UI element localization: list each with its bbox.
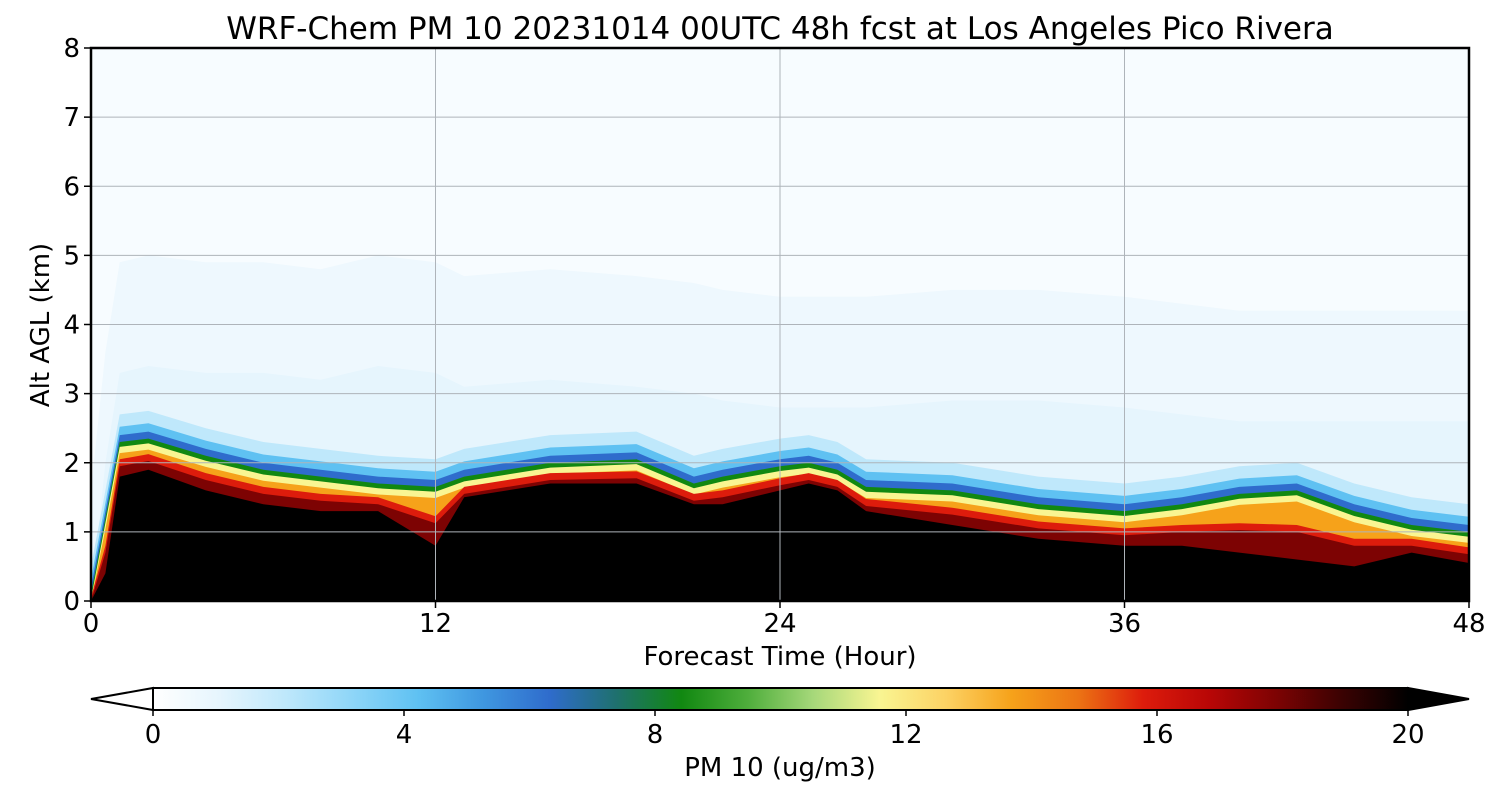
colorbar-tick-label: 0 — [145, 720, 162, 750]
colorbar — [90, 686, 1470, 712]
x-tick-label: 48 — [1452, 609, 1485, 639]
x-tick-label: 12 — [419, 609, 452, 639]
y-tick-label: 3 — [63, 380, 80, 410]
x-axis-ticks: 0 12 24 36 48 — [83, 601, 1486, 639]
y-tick-label: 0 — [63, 587, 80, 617]
y-axis-ticks: 0 1 2 3 4 5 6 7 8 — [63, 34, 91, 617]
colorbar-extend-max — [1407, 686, 1470, 712]
y-tick-label: 4 — [63, 311, 80, 341]
y-tick-label: 8 — [63, 34, 80, 64]
y-axis-label: Alt AGL (km) — [26, 243, 56, 407]
colorbar-body — [152, 687, 1409, 711]
colorbar-extend-min — [90, 686, 154, 712]
y-tick-label: 2 — [63, 449, 80, 479]
colorbar-tick-label: 16 — [1140, 720, 1173, 750]
colorbar-tick-label: 4 — [396, 720, 413, 750]
y-tick-label: 1 — [63, 518, 80, 548]
colorbar-tick-label: 8 — [647, 720, 664, 750]
y-tick-label: 6 — [63, 172, 80, 202]
x-axis-label: Forecast Time (Hour) — [643, 642, 916, 672]
colorbar-tick-label: 12 — [889, 720, 922, 750]
x-tick-label: 36 — [1108, 609, 1141, 639]
colorbar-label: PM 10 (ug/m3) — [684, 753, 876, 783]
x-tick-label: 24 — [763, 609, 796, 639]
y-tick-label: 7 — [63, 103, 80, 133]
y-tick-label: 5 — [63, 241, 80, 271]
chart-title: WRF-Chem PM 10 20231014 00UTC 48h fcst a… — [226, 11, 1333, 47]
x-tick-label: 0 — [83, 609, 100, 639]
colorbar-tick-label: 20 — [1391, 720, 1424, 750]
colorbar-ticks: 0 4 8 12 16 20 — [145, 710, 1425, 750]
